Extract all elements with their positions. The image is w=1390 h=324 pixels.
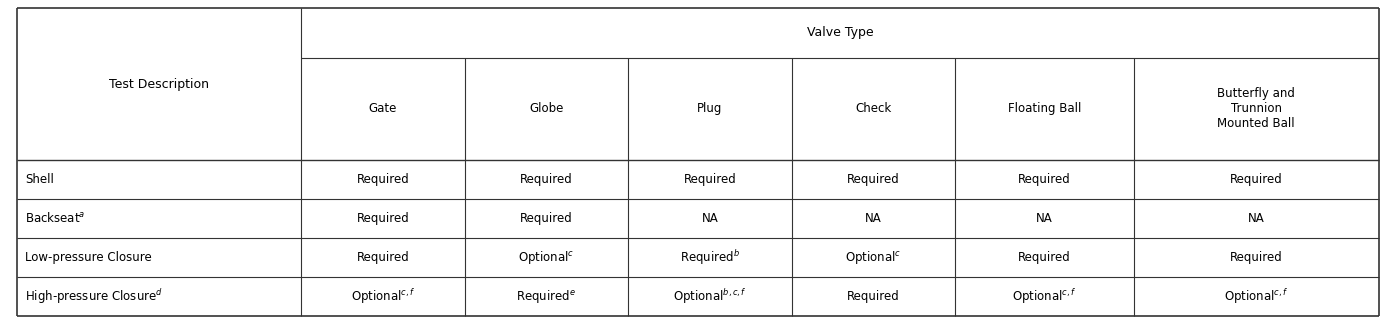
- Text: Required: Required: [1230, 251, 1283, 264]
- Text: Required$^{e}$: Required$^{e}$: [517, 288, 577, 305]
- Text: NA: NA: [702, 212, 719, 225]
- Text: High-pressure Closure$^{d}$: High-pressure Closure$^{d}$: [25, 287, 163, 306]
- Text: Required: Required: [520, 173, 573, 186]
- Text: Required: Required: [1017, 251, 1070, 264]
- Text: Optional$^{b, c, f}$: Optional$^{b, c, f}$: [673, 287, 746, 306]
- Text: Required: Required: [357, 212, 409, 225]
- Text: Backseat$^{a}$: Backseat$^{a}$: [25, 212, 85, 226]
- Text: Required: Required: [684, 173, 737, 186]
- Text: NA: NA: [865, 212, 881, 225]
- Text: Optional$^{c, f}$: Optional$^{c, f}$: [1225, 287, 1289, 306]
- Text: Optional$^{c, f}$: Optional$^{c, f}$: [1012, 287, 1077, 306]
- Text: Optional$^{c}$: Optional$^{c}$: [518, 249, 574, 266]
- Text: Shell: Shell: [25, 173, 54, 186]
- Text: Required: Required: [357, 251, 409, 264]
- Text: Required: Required: [357, 173, 409, 186]
- Text: Optional$^{c, f}$: Optional$^{c, f}$: [350, 287, 416, 306]
- Text: Valve Type: Valve Type: [806, 27, 873, 40]
- Text: Required$^{b}$: Required$^{b}$: [680, 248, 739, 267]
- Text: Gate: Gate: [368, 102, 398, 115]
- Text: Floating Ball: Floating Ball: [1008, 102, 1081, 115]
- Text: NA: NA: [1248, 212, 1265, 225]
- Text: Required: Required: [520, 212, 573, 225]
- Text: Test Description: Test Description: [108, 77, 208, 90]
- Text: Required: Required: [847, 173, 899, 186]
- Text: Required: Required: [1230, 173, 1283, 186]
- Text: Butterfly and
Trunnion
Mounted Ball: Butterfly and Trunnion Mounted Ball: [1218, 87, 1295, 130]
- Text: Globe: Globe: [530, 102, 563, 115]
- Text: Optional$^{c}$: Optional$^{c}$: [845, 249, 902, 266]
- Text: Check: Check: [855, 102, 891, 115]
- Text: Required: Required: [1017, 173, 1070, 186]
- Text: Plug: Plug: [698, 102, 723, 115]
- Text: NA: NA: [1036, 212, 1052, 225]
- Text: Required: Required: [847, 290, 899, 303]
- Text: Low-pressure Closure: Low-pressure Closure: [25, 251, 152, 264]
